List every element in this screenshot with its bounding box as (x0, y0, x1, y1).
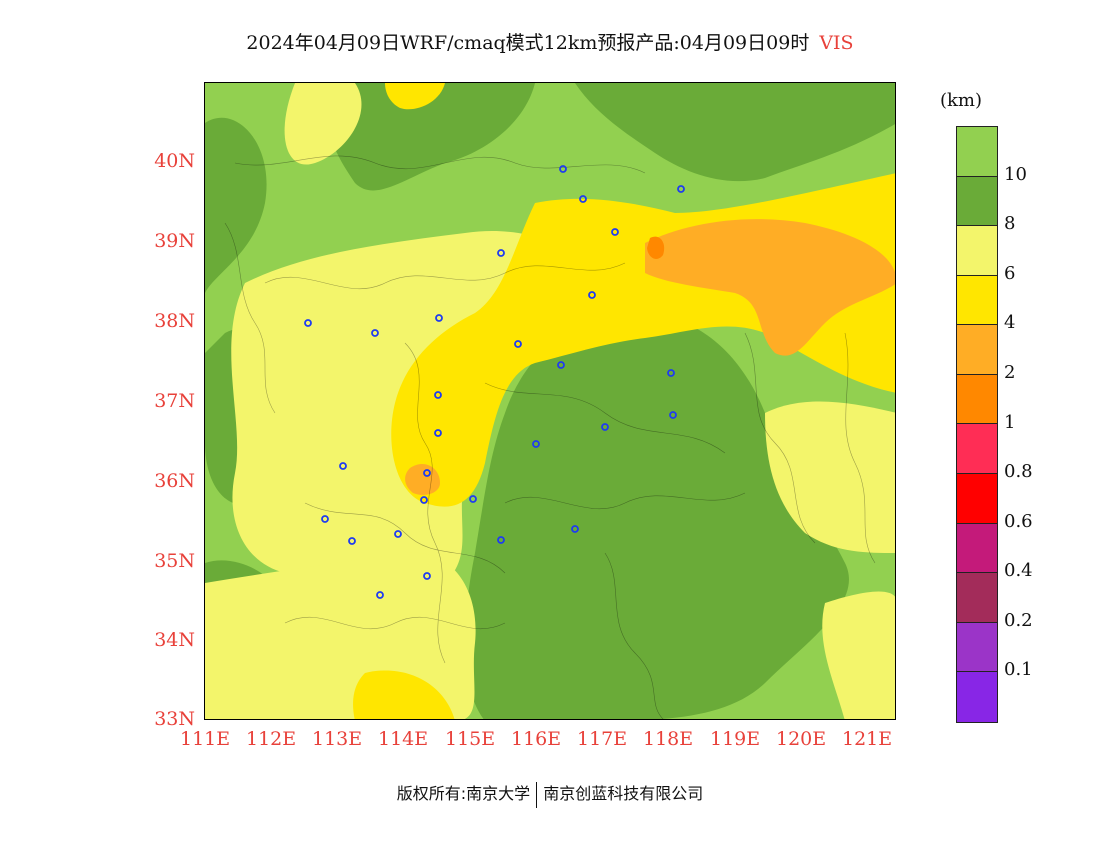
colorbar-label: 0.2 (1004, 609, 1033, 631)
station-marker (559, 165, 567, 173)
colorbar-cell (957, 424, 997, 475)
colorbar-label: 2 (1004, 361, 1016, 383)
colorbar-label: 8 (1004, 213, 1016, 235)
colorbar-cell (957, 127, 997, 177)
lat-label: 40N (154, 150, 195, 172)
vis-field-6km-se (822, 591, 895, 719)
map-boundaries (224, 155, 876, 719)
station-marker (497, 536, 505, 544)
lat-label: 38N (154, 310, 195, 332)
colorbar (956, 126, 998, 723)
station-marker (514, 340, 522, 348)
lat-label: 39N (154, 230, 195, 252)
station-marker (434, 391, 442, 399)
vis-field-8km-west (205, 117, 267, 293)
station-marker (611, 228, 619, 236)
station-marker (423, 469, 431, 477)
station-marker (423, 572, 431, 580)
vis-field-8km-ne (575, 83, 895, 182)
colorbar-label: 0.6 (1004, 510, 1033, 532)
station-marker (348, 537, 356, 545)
vis-field-2km-bohai (645, 219, 895, 356)
station-marker (394, 530, 402, 538)
station-marker (497, 249, 505, 257)
station-marker (667, 369, 675, 377)
colorbar-label: 4 (1004, 312, 1016, 334)
station-marker (588, 291, 596, 299)
colorbar-label: 0.8 (1004, 461, 1033, 483)
lat-label: 34N (154, 629, 195, 651)
station-marker (601, 423, 609, 431)
lon-label: 120E (776, 728, 827, 750)
lon-label: 117E (577, 728, 628, 750)
station-marker (579, 195, 587, 203)
lat-label: 35N (154, 550, 195, 572)
lon-label: 111E (180, 728, 231, 750)
colorbar-cell (957, 275, 997, 326)
vis-field-6km-north (284, 83, 362, 165)
copyright-left: 版权所有:南京大学 (396, 784, 531, 803)
station-marker (469, 495, 477, 503)
vis-field-6km-east (765, 401, 895, 553)
colorbar-cell (957, 374, 997, 425)
station-marker (339, 462, 347, 470)
station-marker (420, 496, 428, 504)
station-marker (435, 314, 443, 322)
colorbar-cell (957, 672, 997, 722)
station-marker (557, 361, 565, 369)
copyright-right: 南京创蓝科技有限公司 (543, 784, 704, 803)
visibility-map (205, 83, 895, 719)
station-marker (434, 429, 442, 437)
station-marker (571, 525, 579, 533)
lat-label: 36N (154, 470, 195, 492)
map-title: 2024年04月09日WRF/cmaq模式12km预报产品:04月09日09时 V… (0, 28, 1100, 55)
station-marker (304, 319, 312, 327)
station-marker (532, 440, 540, 448)
colorbar-label: 10 (1004, 163, 1027, 185)
colorbar-label: 6 (1004, 262, 1016, 284)
station-marker (371, 329, 379, 337)
vis-field-1km-coast (647, 236, 665, 259)
variable-label: VIS (819, 32, 854, 54)
footer-divider (536, 781, 538, 808)
lon-label: 119E (710, 728, 761, 750)
lon-label: 113E (312, 728, 363, 750)
colorbar-cell (957, 523, 997, 574)
vis-field-4km-north (385, 83, 445, 110)
vis-field-8km-central (465, 313, 849, 719)
station-marker (677, 185, 685, 193)
colorbar-label: 0.1 (1004, 659, 1033, 681)
lat-label: 37N (154, 390, 195, 412)
colorbar-label: 0.4 (1004, 560, 1033, 582)
copyright-footer: 版权所有:南京大学 南京创蓝科技有限公司 (0, 780, 1100, 808)
colorbar-cell (957, 573, 997, 623)
colorbar-cell (957, 474, 997, 524)
lat-label: 33N (154, 708, 195, 730)
title-text: 2024年04月09日WRF/cmaq模式12km预报产品:04月09日09时 (246, 32, 810, 54)
colorbar-cell (957, 226, 997, 276)
lon-label: 116E (511, 728, 562, 750)
station-marker (321, 515, 329, 523)
station-marker (669, 411, 677, 419)
colorbar-cell (957, 325, 997, 375)
colorbar-cell (957, 176, 997, 227)
colorbar-cell (957, 622, 997, 673)
station-markers (304, 165, 685, 599)
vis-field-4km-sw (353, 670, 455, 719)
vis-field-2km-spot (405, 463, 440, 495)
lon-label: 121E (842, 728, 893, 750)
station-marker (376, 591, 384, 599)
map-panel (204, 82, 896, 720)
vis-field-8km-north (329, 83, 535, 191)
lon-label: 115E (445, 728, 496, 750)
colorbar-label: 1 (1004, 411, 1016, 433)
lon-label: 118E (643, 728, 694, 750)
colorbar-unit: (km) (940, 90, 983, 111)
lon-label: 114E (378, 728, 429, 750)
lon-label: 112E (246, 728, 297, 750)
